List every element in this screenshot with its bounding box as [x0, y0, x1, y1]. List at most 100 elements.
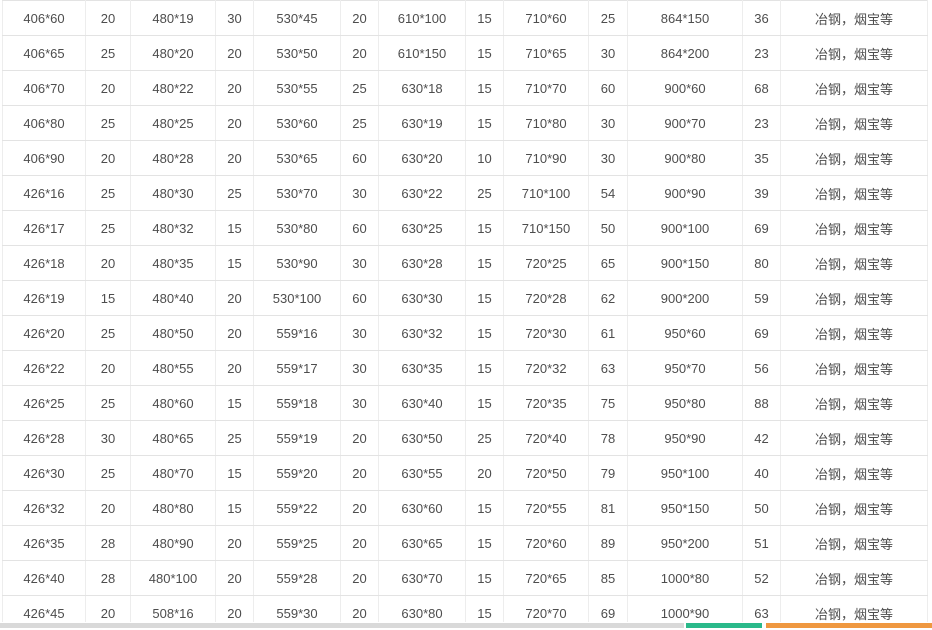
qty-cell: 20 — [215, 525, 254, 561]
qty-cell: 65 — [588, 245, 628, 281]
qty-cell: 75 — [588, 385, 628, 421]
supplier-cell: 冶钢，烟宝等 — [780, 455, 928, 491]
size-cell: 710*60 — [503, 0, 589, 36]
qty-cell: 25 — [85, 455, 131, 491]
qty-cell: 15 — [215, 455, 254, 491]
size-cell: 900*200 — [627, 280, 743, 316]
qty-cell: 25 — [340, 70, 379, 106]
table-row: 406*90 20 480*28 20 530*65 60 630*20 10 710*90 30… — [2, 140, 928, 176]
qty-cell: 69 — [742, 315, 781, 351]
qty-cell: 30 — [588, 105, 628, 141]
size-cell: 610*100 — [378, 0, 466, 36]
qty-cell: 20 — [215, 350, 254, 386]
table-row: 426*30 25 480*70 15 559*20 20 630*55 20 720*50 79… — [2, 455, 928, 491]
qty-cell: 20 — [465, 455, 504, 491]
size-cell: 426*32 — [2, 490, 86, 526]
footer-accent-orange — [766, 623, 932, 628]
qty-cell: 20 — [340, 455, 379, 491]
size-cell: 559*18 — [253, 385, 341, 421]
size-cell: 530*100 — [253, 280, 341, 316]
qty-cell: 30 — [588, 35, 628, 71]
qty-cell: 54 — [588, 175, 628, 211]
size-cell: 480*100 — [130, 560, 216, 596]
qty-cell: 50 — [588, 210, 628, 246]
table-row: 426*18 20 480*35 15 530*90 30 630*28 15 720*25 65… — [2, 245, 928, 281]
table-row: 406*60 20 480*19 30 530*45 20 610*100 15 710*60 2… — [2, 0, 928, 36]
size-cell: 710*100 — [503, 175, 589, 211]
table-row: 426*32 20 480*80 15 559*22 20 630*60 15 720*55 81… — [2, 490, 928, 526]
qty-cell: 15 — [215, 245, 254, 281]
qty-cell: 89 — [588, 525, 628, 561]
table-row: 426*35 28 480*90 20 559*25 20 630*65 15 720*60 89… — [2, 525, 928, 561]
qty-cell: 15 — [465, 0, 504, 36]
size-cell: 950*200 — [627, 525, 743, 561]
size-cell: 710*80 — [503, 105, 589, 141]
size-cell: 480*35 — [130, 245, 216, 281]
qty-cell: 28 — [85, 525, 131, 561]
size-cell: 559*25 — [253, 525, 341, 561]
size-cell: 1000*80 — [627, 560, 743, 596]
size-cell: 480*40 — [130, 280, 216, 316]
qty-cell: 68 — [742, 70, 781, 106]
size-cell: 720*35 — [503, 385, 589, 421]
size-cell: 900*90 — [627, 175, 743, 211]
size-cell: 480*28 — [130, 140, 216, 176]
qty-cell: 56 — [742, 350, 781, 386]
qty-cell: 62 — [588, 280, 628, 316]
size-cell: 559*28 — [253, 560, 341, 596]
qty-cell: 39 — [742, 175, 781, 211]
size-cell: 530*60 — [253, 105, 341, 141]
size-cell: 426*22 — [2, 350, 86, 386]
supplier-cell: 冶钢，烟宝等 — [780, 560, 928, 596]
qty-cell: 50 — [742, 490, 781, 526]
size-cell: 426*19 — [2, 280, 86, 316]
size-cell: 900*150 — [627, 245, 743, 281]
qty-cell: 20 — [215, 70, 254, 106]
qty-cell: 20 — [85, 245, 131, 281]
size-cell: 710*150 — [503, 210, 589, 246]
supplier-cell: 冶钢，烟宝等 — [780, 35, 928, 71]
footer-stripe — [0, 622, 932, 630]
size-cell: 720*55 — [503, 490, 589, 526]
table-row: 406*70 20 480*22 20 530*55 25 630*18 15 710*70 60… — [2, 70, 928, 106]
qty-cell: 80 — [742, 245, 781, 281]
qty-cell: 35 — [742, 140, 781, 176]
qty-cell: 40 — [742, 455, 781, 491]
size-cell: 480*80 — [130, 490, 216, 526]
size-cell: 530*80 — [253, 210, 341, 246]
size-cell: 480*20 — [130, 35, 216, 71]
qty-cell: 30 — [340, 385, 379, 421]
qty-cell: 20 — [340, 525, 379, 561]
qty-cell: 15 — [215, 385, 254, 421]
size-cell: 480*60 — [130, 385, 216, 421]
qty-cell: 15 — [465, 490, 504, 526]
size-cell: 559*16 — [253, 315, 341, 351]
size-cell: 720*50 — [503, 455, 589, 491]
qty-cell: 20 — [215, 315, 254, 351]
table-row: 426*20 25 480*50 20 559*16 30 630*32 15 720*30 61… — [2, 315, 928, 351]
qty-cell: 51 — [742, 525, 781, 561]
size-cell: 630*40 — [378, 385, 466, 421]
qty-cell: 30 — [340, 315, 379, 351]
size-cell: 426*40 — [2, 560, 86, 596]
size-cell: 720*25 — [503, 245, 589, 281]
size-cell: 630*20 — [378, 140, 466, 176]
qty-cell: 52 — [742, 560, 781, 596]
qty-cell: 20 — [85, 140, 131, 176]
size-cell: 426*28 — [2, 420, 86, 456]
size-cell: 630*60 — [378, 490, 466, 526]
size-cell: 426*16 — [2, 175, 86, 211]
qty-cell: 30 — [340, 350, 379, 386]
qty-cell: 15 — [465, 525, 504, 561]
qty-cell: 25 — [588, 0, 628, 36]
size-cell: 950*90 — [627, 420, 743, 456]
qty-cell: 20 — [340, 420, 379, 456]
table-row: 426*16 25 480*30 25 530*70 30 630*22 25 710*100 5… — [2, 175, 928, 211]
size-cell: 426*18 — [2, 245, 86, 281]
qty-cell: 15 — [465, 245, 504, 281]
qty-cell: 15 — [215, 490, 254, 526]
size-cell: 720*28 — [503, 280, 589, 316]
size-cell: 630*65 — [378, 525, 466, 561]
size-cell: 720*65 — [503, 560, 589, 596]
